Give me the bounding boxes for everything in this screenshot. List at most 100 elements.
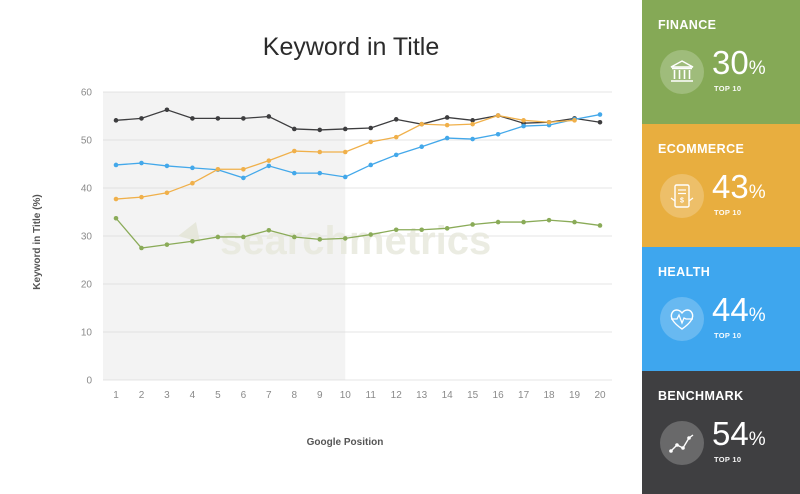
x-tick-label: 4 <box>190 390 196 401</box>
ecommerce-point <box>317 149 323 155</box>
benchmark-point <box>164 107 170 113</box>
finance-percentage: 30% <box>712 44 766 81</box>
ecommerce-point <box>368 139 374 145</box>
ecommerce-point <box>393 134 399 140</box>
chart-area: 0 10 20 30 40 50 60 1 2 3 4 5 6 7 8 9 10 11 12 13 14 15 16 17 18… <box>32 33 612 448</box>
ecommerce-point <box>266 158 272 163</box>
finance-series <box>113 215 603 251</box>
finance-point <box>546 217 552 223</box>
ecommerce-point <box>292 148 297 154</box>
finance-point <box>597 223 603 228</box>
benchmark-point <box>317 127 323 133</box>
x-tick-label: 8 <box>292 390 298 401</box>
benchmark-point <box>470 118 475 123</box>
health-point <box>113 162 119 168</box>
benchmark-point <box>266 114 272 119</box>
benchmark-point <box>597 119 603 125</box>
ecommerce-series <box>113 113 577 202</box>
finance-point <box>444 226 450 231</box>
x-tick-label: 7 <box>266 390 272 401</box>
finance-point <box>292 234 297 240</box>
ecommerce-point <box>546 119 552 125</box>
finance-point <box>215 234 221 240</box>
y-tick-label: 0 <box>86 376 92 387</box>
x-tick-label: 16 <box>493 390 505 401</box>
finance-point <box>572 219 577 225</box>
ecommerce-point <box>521 118 526 123</box>
finance-point <box>139 245 144 251</box>
ecommerce-point <box>190 180 195 186</box>
benchmark-label: BENCHMARK <box>658 388 744 403</box>
finance-label: FINANCE <box>658 18 717 32</box>
health-percentage: 44% <box>712 291 766 328</box>
y-tick-label: 50 <box>81 136 93 147</box>
health-point <box>241 175 246 181</box>
ecommerce-point <box>419 121 424 127</box>
x-tick-label: 19 <box>569 390 581 401</box>
finance-point <box>113 215 119 221</box>
finance-point <box>241 234 246 240</box>
ecommerce-point <box>139 194 144 200</box>
x-tick-label: 5 <box>215 390 221 401</box>
y-tick-label: 10 <box>81 328 93 339</box>
finance-point <box>317 237 323 242</box>
health-point <box>292 170 297 176</box>
health-point <box>266 163 272 169</box>
ecommerce-percentage: 43% <box>712 167 766 205</box>
x-tick-label: 11 <box>366 390 377 401</box>
ecommerce-point <box>241 166 246 172</box>
ecommerce-point <box>164 190 170 196</box>
x-tick-label: 3 <box>164 390 170 401</box>
line-graph-icon <box>660 420 704 465</box>
health-point <box>368 162 374 168</box>
benchmark-sub-label: TOP 10 <box>714 454 742 464</box>
watermark-logo-icon <box>178 222 200 242</box>
x-tick-label: 15 <box>467 390 479 401</box>
y-tick-label: 30 <box>81 232 93 243</box>
x-tick-label: 9 <box>317 390 323 401</box>
finance-point <box>470 222 475 227</box>
ecommerce-point <box>572 118 577 123</box>
benchmark-point <box>190 116 195 121</box>
health-point <box>342 174 348 180</box>
finance-line <box>115 217 601 249</box>
heart-pulse-icon <box>660 297 704 341</box>
health-point <box>495 131 501 137</box>
health-point <box>393 152 399 158</box>
benchmark-point <box>241 116 246 121</box>
health-line <box>115 113 601 179</box>
health-point <box>521 123 526 129</box>
finance-point <box>419 227 424 233</box>
health-point <box>470 136 475 142</box>
x-tick-label: 18 <box>543 390 555 401</box>
x-tick-label: 2 <box>139 390 145 401</box>
health-point <box>444 135 450 141</box>
benchmark-point <box>113 118 119 123</box>
receipt-icon: $ <box>660 173 704 218</box>
watermark-text: searchmetrics <box>220 219 491 263</box>
benchmark-point <box>139 116 144 121</box>
ecommerce-label: ECOMMERCE <box>658 141 745 156</box>
finance-point <box>164 242 170 247</box>
bank-icon <box>660 50 704 94</box>
x-tick-label: 14 <box>442 390 454 401</box>
ecommerce-card: ECOMMERCE $ 43% TOP 10 <box>642 123 800 247</box>
ecommerce-point <box>342 149 348 155</box>
chart-title: Keyword in Title <box>263 33 439 61</box>
benchmark-point <box>292 126 297 132</box>
ecommerce-point <box>113 196 119 202</box>
benchmark-point <box>393 117 399 122</box>
health-point <box>139 160 144 166</box>
ecommerce-point <box>444 122 450 128</box>
x-tick-label: 17 <box>518 390 530 401</box>
x-tick-label: 10 <box>340 390 352 401</box>
x-tick-label: 20 <box>594 390 606 401</box>
finance-point <box>266 227 272 233</box>
health-point <box>419 144 424 150</box>
ecommerce-point <box>495 113 501 118</box>
x-tick-label: 1 <box>113 390 119 401</box>
finance-point <box>190 238 195 244</box>
benchmark-percentage: 54% <box>712 414 766 452</box>
